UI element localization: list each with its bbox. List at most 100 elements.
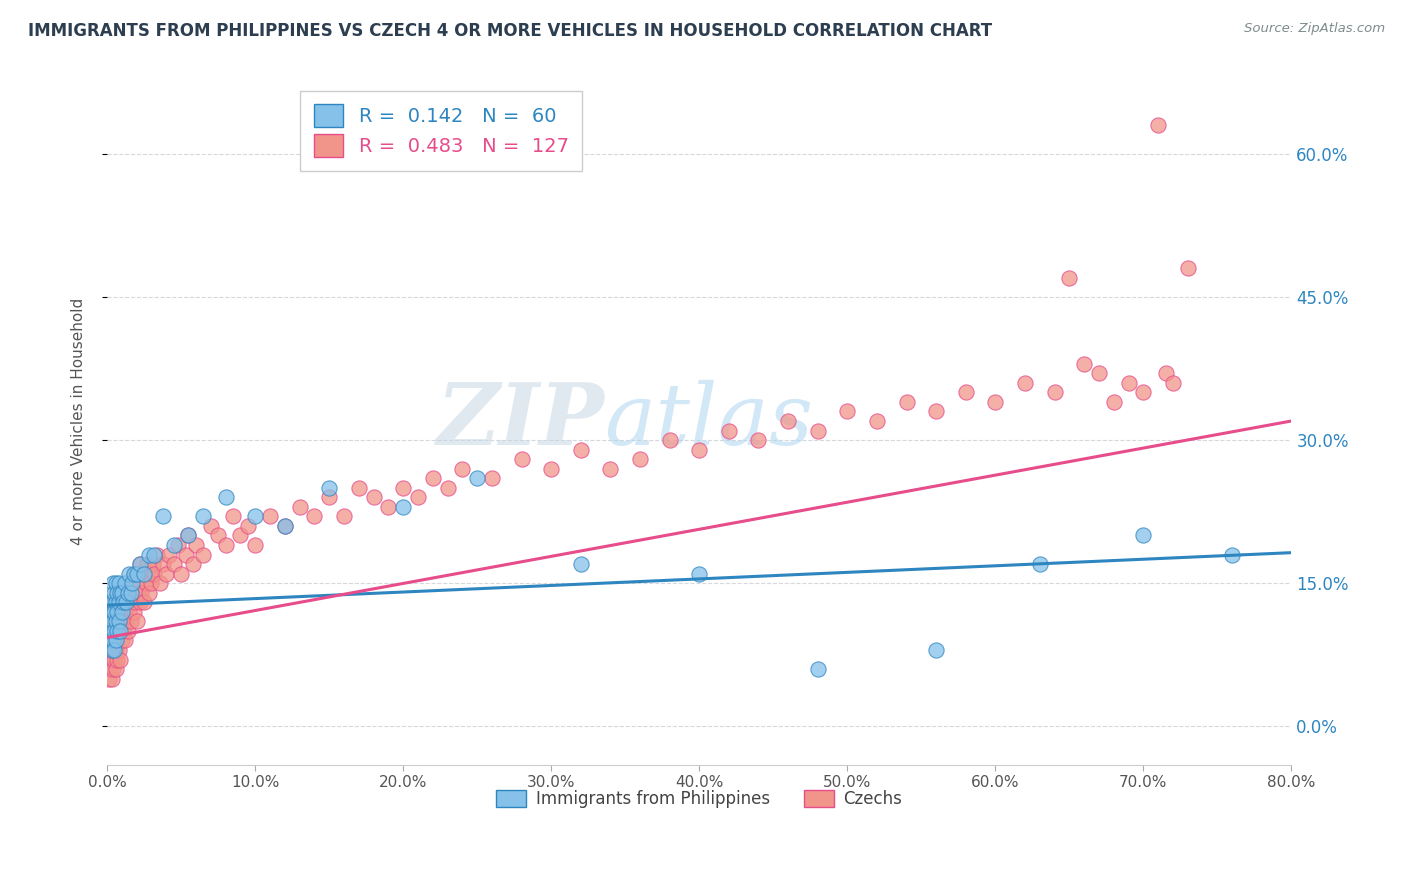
Point [984,395,1007,409]
Point [112,624,135,638]
Point [103,652,125,666]
Point [628,452,651,467]
Point [155,566,177,581]
Point [125,566,148,581]
Point [108,624,131,638]
Point [152,557,174,571]
Point [110,586,132,600]
Point [118,576,141,591]
Point [120,615,142,629]
Point [955,385,977,400]
Point [193,509,215,524]
Point [112,595,135,609]
Point [688,442,710,457]
Point [1102,395,1125,409]
Point [103,633,125,648]
Point [107,605,129,619]
Point [181,557,204,571]
Point [1177,261,1199,276]
Point [98,615,121,629]
Point [304,509,326,524]
Point [658,433,681,447]
Point [122,566,145,581]
Point [141,576,163,591]
Point [1147,118,1170,132]
Point [170,566,193,581]
Point [122,566,145,581]
Point [103,624,125,638]
Point [274,519,297,533]
Point [101,662,124,676]
Point [347,481,370,495]
Point [318,481,340,495]
Point [377,500,399,514]
Point [200,519,222,533]
Point [131,566,153,581]
Point [925,643,948,657]
Point [110,624,132,638]
Point [152,509,174,524]
Point [101,643,124,657]
Point [481,471,503,485]
Point [465,471,488,485]
Point [214,491,236,505]
Point [97,624,120,638]
Point [110,615,132,629]
Point [177,528,200,542]
Point [117,595,139,609]
Point [163,557,186,571]
Point [127,586,149,600]
Point [101,605,124,619]
Point [132,566,155,581]
Point [747,433,769,447]
Y-axis label: 4 or more Vehicles in Household: 4 or more Vehicles in Household [72,297,86,545]
Point [120,586,142,600]
Point [896,395,918,409]
Point [104,595,127,609]
Point [451,461,474,475]
Legend: Immigrants from Philippines, Czechs: Immigrants from Philippines, Czechs [489,783,910,814]
Point [392,481,415,495]
Point [101,576,124,591]
Point [807,424,830,438]
Point [125,615,148,629]
Point [214,538,236,552]
Point [569,442,592,457]
Point [436,481,458,495]
Point [124,595,146,609]
Point [510,452,533,467]
Point [866,414,889,428]
Point [288,500,311,514]
Point [120,586,142,600]
Point [97,643,120,657]
Point [259,509,281,524]
Point [101,615,124,629]
Point [274,519,297,533]
Point [925,404,948,418]
Point [108,576,131,591]
Point [112,595,135,609]
Point [104,615,127,629]
Point [111,586,134,600]
Point [100,652,122,666]
Point [111,633,134,648]
Point [157,548,180,562]
Point [117,586,139,600]
Point [98,615,121,629]
Point [1059,270,1081,285]
Point [98,633,121,648]
Point [688,566,710,581]
Point [108,595,131,609]
Point [318,491,340,505]
Point [146,548,169,562]
Point [100,605,122,619]
Point [97,605,120,619]
Point [104,595,127,609]
Point [100,672,122,686]
Point [100,643,122,657]
Point [143,548,166,562]
Point [128,557,150,571]
Point [121,595,143,609]
Point [363,491,385,505]
Point [108,615,131,629]
